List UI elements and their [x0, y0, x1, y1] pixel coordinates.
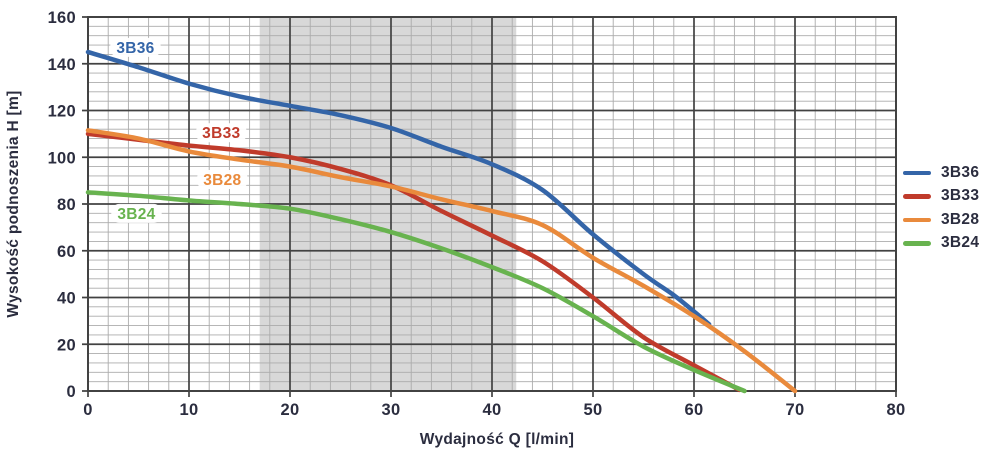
y-tick-label: 120	[48, 103, 76, 121]
y-tick-label: 80	[57, 196, 76, 214]
curve-3B28	[85, 128, 798, 394]
legend-label-3b24: 3B24	[941, 234, 980, 252]
x-tick-label: 0	[83, 401, 92, 419]
x-tick-label: 30	[382, 401, 401, 419]
svg-text:3B36: 3B36	[116, 40, 154, 57]
legend-item-3b33: 3B33	[903, 185, 979, 209]
legend-label-3b28: 3B28	[941, 210, 980, 228]
legend-swatch-3b36	[903, 170, 931, 175]
curve-label-3B33: 3B33	[196, 123, 247, 143]
x-tick-label: 40	[483, 401, 502, 419]
legend-swatch-3b24	[903, 241, 931, 246]
svg-text:3B33: 3B33	[202, 125, 240, 142]
legend-label-3b36: 3B36	[941, 163, 980, 181]
y-tick-label: 100	[48, 149, 76, 167]
x-tick-label: 60	[685, 401, 704, 419]
svg-text:3B24: 3B24	[117, 206, 155, 223]
curve-label-3B36: 3B36	[110, 37, 161, 57]
x-tick-label: 70	[786, 401, 805, 419]
x-tick-label: 50	[584, 401, 603, 419]
x-tick-label: 80	[887, 401, 906, 419]
plot-border	[87, 16, 897, 392]
legend-swatch-3b33	[903, 194, 931, 199]
legend: 3B36 3B33 3B28 3B24	[903, 161, 979, 255]
x-axis-title: Wydajność Q [l/min]	[419, 431, 575, 448]
y-tick-label: 140	[48, 56, 76, 74]
curve-label-3B28: 3B28	[197, 169, 248, 189]
y-tick-label: 40	[57, 290, 76, 308]
svg-text:3B28: 3B28	[203, 172, 241, 189]
legend-item-3b28: 3B28	[903, 208, 979, 232]
x-tick-label: 10	[180, 401, 199, 419]
legend-item-3b36: 3B36	[903, 161, 979, 185]
x-tick-label: 20	[281, 401, 300, 419]
legend-item-3b24: 3B24	[903, 232, 979, 256]
legend-label-3b33: 3B33	[941, 187, 980, 205]
curve-label-3B24: 3B24	[111, 203, 162, 223]
y-tick-label: 60	[57, 243, 76, 261]
y-tick-label: 160	[48, 9, 76, 27]
curve-3B24	[85, 190, 747, 394]
legend-swatch-3b28	[903, 217, 931, 222]
curve-3B36	[85, 49, 712, 327]
y-axis-title: Wysokość podnoszenia H [m]	[5, 90, 22, 318]
y-tick-label: 0	[67, 383, 76, 401]
y-tick-label: 20	[57, 336, 76, 354]
curve-3B33	[85, 131, 742, 393]
